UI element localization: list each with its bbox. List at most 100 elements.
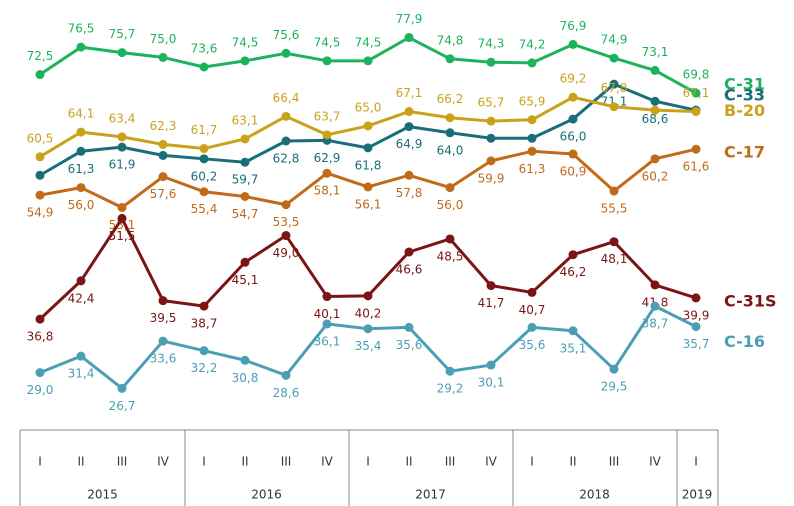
data-point	[240, 56, 250, 66]
data-label: 29,0	[27, 383, 54, 397]
data-point	[281, 48, 291, 58]
data-label: 51,5	[109, 229, 136, 243]
data-label: 35,1	[560, 341, 587, 355]
data-label: 60,9	[560, 165, 587, 179]
data-point	[568, 250, 578, 260]
data-label: 46,6	[396, 263, 423, 277]
data-point	[363, 143, 373, 153]
data-point	[199, 144, 209, 154]
x-tick-label: III	[281, 455, 292, 469]
data-point	[76, 42, 86, 52]
data-point	[240, 257, 250, 267]
data-label: 69,2	[560, 72, 587, 86]
data-point	[445, 128, 455, 138]
x-tick-label: IV	[649, 455, 662, 469]
data-label: 54,7	[232, 207, 259, 221]
data-point	[650, 301, 660, 311]
data-label: 42,4	[68, 291, 95, 305]
data-point	[527, 287, 537, 297]
data-point	[363, 182, 373, 192]
data-label: 36,1	[314, 334, 341, 348]
data-label: 38,7	[642, 317, 669, 331]
data-point	[609, 102, 619, 112]
data-label: 74,5	[232, 35, 259, 49]
data-point	[609, 237, 619, 247]
data-point	[281, 111, 291, 121]
data-label: 31,4	[68, 367, 95, 381]
data-label: 74,5	[314, 35, 341, 49]
data-point	[35, 152, 45, 162]
data-point	[158, 139, 168, 149]
data-label: 61,3	[68, 162, 95, 176]
data-point	[199, 187, 209, 197]
data-point	[527, 322, 537, 332]
data-point	[240, 355, 250, 365]
data-point	[404, 122, 414, 132]
x-tick-label: I	[366, 455, 370, 469]
data-point	[158, 172, 168, 182]
data-point	[486, 116, 496, 126]
data-point	[199, 62, 209, 72]
data-point	[404, 33, 414, 43]
data-label: 62,3	[150, 119, 177, 133]
data-point	[240, 192, 250, 201]
data-label: 54,9	[27, 206, 54, 220]
data-point	[35, 314, 45, 324]
data-label: 75,6	[273, 28, 300, 42]
data-label: 33,6	[150, 352, 177, 366]
series-name: C-16	[724, 332, 765, 351]
data-label: 39,5	[150, 311, 177, 325]
x-tick-label: I	[38, 455, 42, 469]
x-tick-label: II	[77, 455, 84, 469]
x-tick-label: I	[694, 455, 698, 469]
x-tick-label: III	[609, 455, 620, 469]
data-label: 73,1	[642, 45, 669, 59]
data-label: 72,5	[27, 49, 54, 63]
data-point	[158, 296, 168, 306]
data-label: 56,0	[68, 198, 95, 212]
data-point	[404, 170, 414, 180]
data-label: 55,5	[601, 202, 628, 216]
data-label: 39,9	[683, 308, 710, 322]
data-point	[445, 234, 455, 244]
data-label: 59,9	[478, 171, 505, 185]
data-point	[281, 370, 291, 380]
data-point	[76, 146, 86, 156]
series-name: B-20	[724, 101, 765, 120]
data-label: 61,8	[355, 158, 382, 172]
data-label: 60,2	[642, 169, 669, 183]
data-point	[281, 136, 291, 146]
x-tick-label: II	[569, 455, 576, 469]
x-group-label: 2019	[682, 488, 713, 502]
data-point	[322, 130, 332, 140]
x-tick-label: III	[117, 455, 128, 469]
data-label: 35,6	[519, 338, 546, 352]
data-label: 64,0	[437, 143, 464, 157]
data-point	[322, 168, 332, 178]
data-point	[568, 114, 578, 124]
data-label: 64,9	[396, 137, 423, 151]
series-name: C-31S	[724, 291, 777, 310]
data-point	[691, 88, 701, 98]
data-point	[117, 213, 127, 223]
data-point	[117, 383, 127, 393]
data-label: 66,4	[273, 91, 300, 105]
data-label: 41,7	[478, 296, 505, 310]
x-tick-label: IV	[321, 455, 334, 469]
data-label: 76,5	[68, 22, 95, 36]
data-label: 74,3	[478, 37, 505, 51]
data-point	[609, 364, 619, 374]
data-label: 45,1	[232, 273, 259, 287]
data-label: 67,1	[683, 86, 710, 100]
data-point	[199, 301, 209, 311]
data-point	[404, 247, 414, 257]
data-label: 57,8	[396, 186, 423, 200]
data-point	[650, 280, 660, 290]
data-label: 40,7	[519, 303, 546, 317]
series-name: C-17	[724, 143, 765, 162]
data-label: 32,2	[191, 361, 218, 375]
data-label: 40,1	[314, 307, 341, 321]
data-point	[322, 319, 332, 329]
data-label: 29,5	[601, 380, 628, 394]
